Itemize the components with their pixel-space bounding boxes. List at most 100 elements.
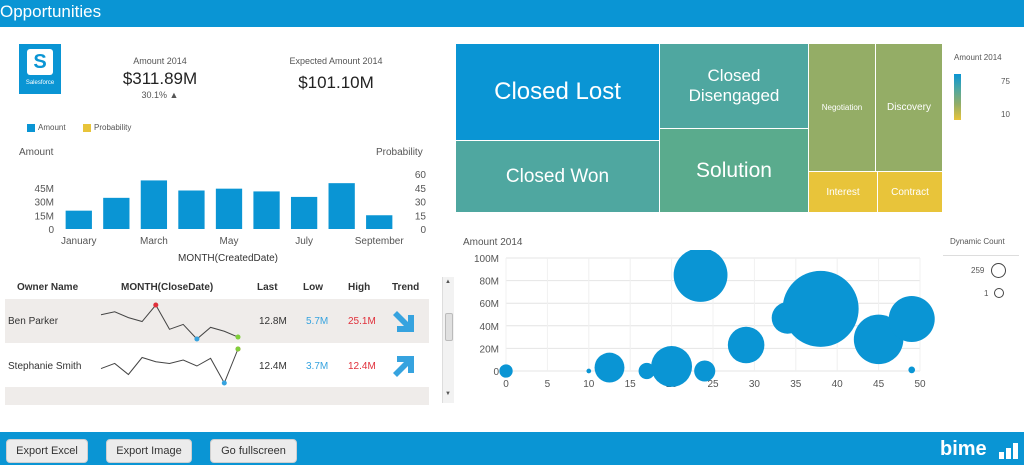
title-bar: Opportunities [0, 0, 1024, 27]
size-legend-circle-small [994, 288, 1004, 298]
bubble [782, 270, 859, 347]
treemap: Closed Lost Closed Disengaged Closed Won… [456, 44, 942, 212]
legend-probability[interactable]: Probability [94, 123, 132, 132]
th-trend[interactable]: Trend [392, 282, 420, 293]
bar-xtick: January [61, 236, 97, 247]
sparkline-path [100, 348, 239, 385]
salesforce-logo: S Salesforce [19, 44, 61, 94]
table-scrollbar[interactable]: ▲ ▼ [442, 277, 454, 403]
th-last[interactable]: Last [257, 282, 278, 293]
bar-xtick: July [295, 236, 313, 247]
sparkline-last-dot [235, 346, 241, 352]
bar-ytick-left: 0 [48, 225, 54, 236]
table-row[interactable] [5, 387, 429, 405]
tile-closed-won[interactable]: Closed Won [456, 141, 659, 212]
bubble [499, 364, 513, 378]
bar-ytick-right: 0 [420, 225, 426, 236]
owner-name: Stephanie Smith [8, 361, 82, 372]
expected-amount-value: $101.10M [298, 73, 374, 92]
scroll-thumb[interactable] [445, 313, 453, 341]
th-owner[interactable]: Owner Name [17, 282, 79, 293]
amount-change: 30.1% ▲ [141, 90, 179, 98]
amount-value: $311.89M [122, 69, 198, 88]
bar-april [178, 190, 205, 229]
scatter-ytick: 80M [480, 277, 499, 288]
tile-closed-lost[interactable]: Closed Lost [456, 44, 659, 140]
bar-february [103, 197, 130, 229]
scatter-ytick: 40M [480, 322, 499, 333]
bime-logo: bime [940, 438, 987, 460]
export-image-button[interactable]: Export Image [106, 439, 192, 463]
bar-ytick-right: 60 [415, 170, 427, 181]
tile-solution[interactable]: Solution [660, 129, 808, 212]
scatter-ytick: 20M [480, 344, 499, 355]
scatter-ytick: 60M [480, 299, 499, 310]
size-legend-min: 1 [984, 289, 989, 298]
bubble [694, 360, 716, 382]
th-month[interactable]: MONTH(CloseDate) [121, 282, 214, 293]
bar-ytick-left: 45M [35, 184, 54, 195]
amount-change-clip: 30.1% ▲ [110, 90, 210, 98]
scatter-ytick: 100M [474, 254, 499, 265]
bubble [586, 368, 592, 374]
low-value: 5.7M [306, 316, 329, 327]
tile-contract[interactable]: Contract [878, 172, 942, 212]
table-row[interactable]: Ben Parker 12.8M 5.7M 25.1M [5, 299, 429, 343]
tile-negotiation[interactable]: Negotiation [809, 44, 875, 171]
color-scale-min: 10 [1001, 110, 1010, 119]
sparkline [100, 346, 241, 386]
legend-amount[interactable]: Amount [38, 123, 66, 132]
app-title: Opportunities [0, 2, 102, 21]
sparkline-low-dot [221, 380, 227, 386]
scatter-xtick: 50 [914, 379, 926, 390]
last-value: 12.8M [259, 316, 287, 327]
high-value: 25.1M [348, 316, 376, 327]
bubble [673, 250, 728, 302]
sparkline-low-dot [194, 336, 200, 342]
th-high[interactable]: High [348, 282, 371, 293]
size-legend-max: 259 [971, 266, 985, 275]
bubble [594, 352, 625, 383]
scatter-xtick: 15 [625, 379, 637, 390]
bar-ylabel-right: Probability [376, 147, 423, 158]
scatter-xtick: 45 [873, 379, 885, 390]
tile-closed-disengaged[interactable]: Closed Disengaged [660, 44, 808, 128]
bar-september [366, 215, 393, 229]
size-legend-title: Dynamic Count [950, 237, 1005, 246]
bar-march [140, 180, 168, 229]
scatter-ytick: 0 [493, 367, 499, 378]
sparkline-high-dot [153, 302, 159, 308]
bubble [638, 362, 655, 380]
scroll-down-icon[interactable]: ▼ [445, 391, 451, 397]
export-excel-button[interactable]: Export Excel [6, 439, 88, 463]
scatter-xtick: 40 [832, 379, 844, 390]
tile-discovery[interactable]: Discovery [876, 44, 942, 171]
trend-up-arrow-icon [393, 356, 414, 377]
scatter-ylabel: Amount 2014 [463, 237, 523, 248]
bubble [888, 296, 935, 343]
table-row[interactable]: Stephanie Smith 12.4M 3.7M 12.4M [5, 343, 429, 387]
bubble [727, 326, 765, 364]
sparkline-path [100, 304, 239, 340]
bar-ytick-right: 15 [415, 211, 427, 222]
tile-interest[interactable]: Interest [809, 172, 877, 212]
th-low[interactable]: Low [303, 282, 323, 293]
legend-swatch-amount [27, 124, 35, 132]
bar-ytick-left: 30M [35, 198, 54, 209]
sparkline-last-dot [235, 334, 241, 340]
owner-table: Owner Name MONTH(CloseDate) Last Low Hig… [0, 275, 440, 405]
scatter-xtick: 25 [707, 379, 719, 390]
bubble [651, 346, 693, 387]
scatter-xtick: 0 [503, 379, 509, 390]
scroll-up-icon[interactable]: ▲ [445, 279, 451, 285]
color-scale-max: 75 [1001, 77, 1010, 86]
bime-bars-icon [999, 443, 1021, 459]
fullscreen-button[interactable]: Go fullscreen [210, 439, 297, 463]
bubble-chart: 020M40M60M80M100M05101520253035404550 [474, 250, 935, 390]
last-value: 12.4M [259, 361, 287, 372]
amount-label: Amount 2014 [133, 56, 187, 66]
bar-january [65, 210, 92, 229]
size-legend-circle-large [991, 263, 1006, 278]
size-legend-divider [943, 255, 1019, 256]
color-scale-bar [954, 74, 961, 120]
